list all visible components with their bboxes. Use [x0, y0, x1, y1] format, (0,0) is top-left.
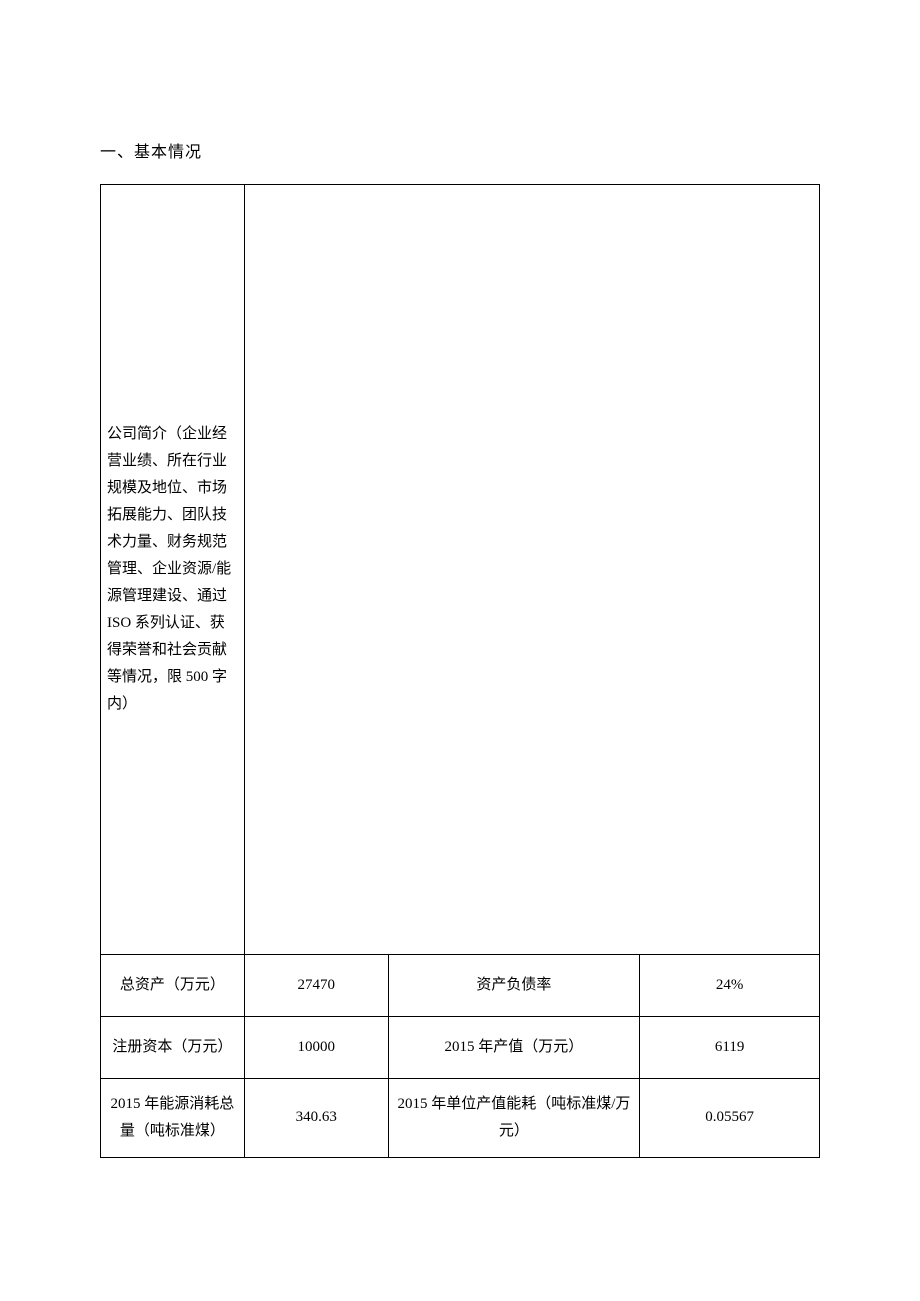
row0-value2: 24%	[640, 954, 820, 1016]
section-heading: 一、基本情况	[100, 140, 820, 166]
table-row: 2015 年能源消耗总量（吨标准煤） 340.63 2015 年单位产值能耗（吨…	[101, 1078, 820, 1157]
row1-value1: 10000	[244, 1016, 388, 1078]
profile-row: 公司简介（企业经营业绩、所在行业规模及地位、市场拓展能力、团队技术力量、财务规范…	[101, 184, 820, 954]
row0-label2: 资产负债率	[388, 954, 640, 1016]
row1-value2: 6119	[640, 1016, 820, 1078]
row2-value2: 0.05567	[640, 1078, 820, 1157]
row1-label1: 注册资本（万元）	[101, 1016, 245, 1078]
basic-info-table: 公司简介（企业经营业绩、所在行业规模及地位、市场拓展能力、团队技术力量、财务规范…	[100, 184, 820, 1158]
row1-label2: 2015 年产值（万元）	[388, 1016, 640, 1078]
profile-value-cell	[244, 184, 819, 954]
profile-label-cell: 公司简介（企业经营业绩、所在行业规模及地位、市场拓展能力、团队技术力量、财务规范…	[101, 184, 245, 954]
row2-label2: 2015 年单位产值能耗（吨标准煤/万元）	[388, 1078, 640, 1157]
table-row: 注册资本（万元） 10000 2015 年产值（万元） 6119	[101, 1016, 820, 1078]
row2-value1: 340.63	[244, 1078, 388, 1157]
row0-label1: 总资产（万元）	[101, 954, 245, 1016]
row2-label1: 2015 年能源消耗总量（吨标准煤）	[101, 1078, 245, 1157]
table-row: 总资产（万元） 27470 资产负债率 24%	[101, 954, 820, 1016]
row0-value1: 27470	[244, 954, 388, 1016]
